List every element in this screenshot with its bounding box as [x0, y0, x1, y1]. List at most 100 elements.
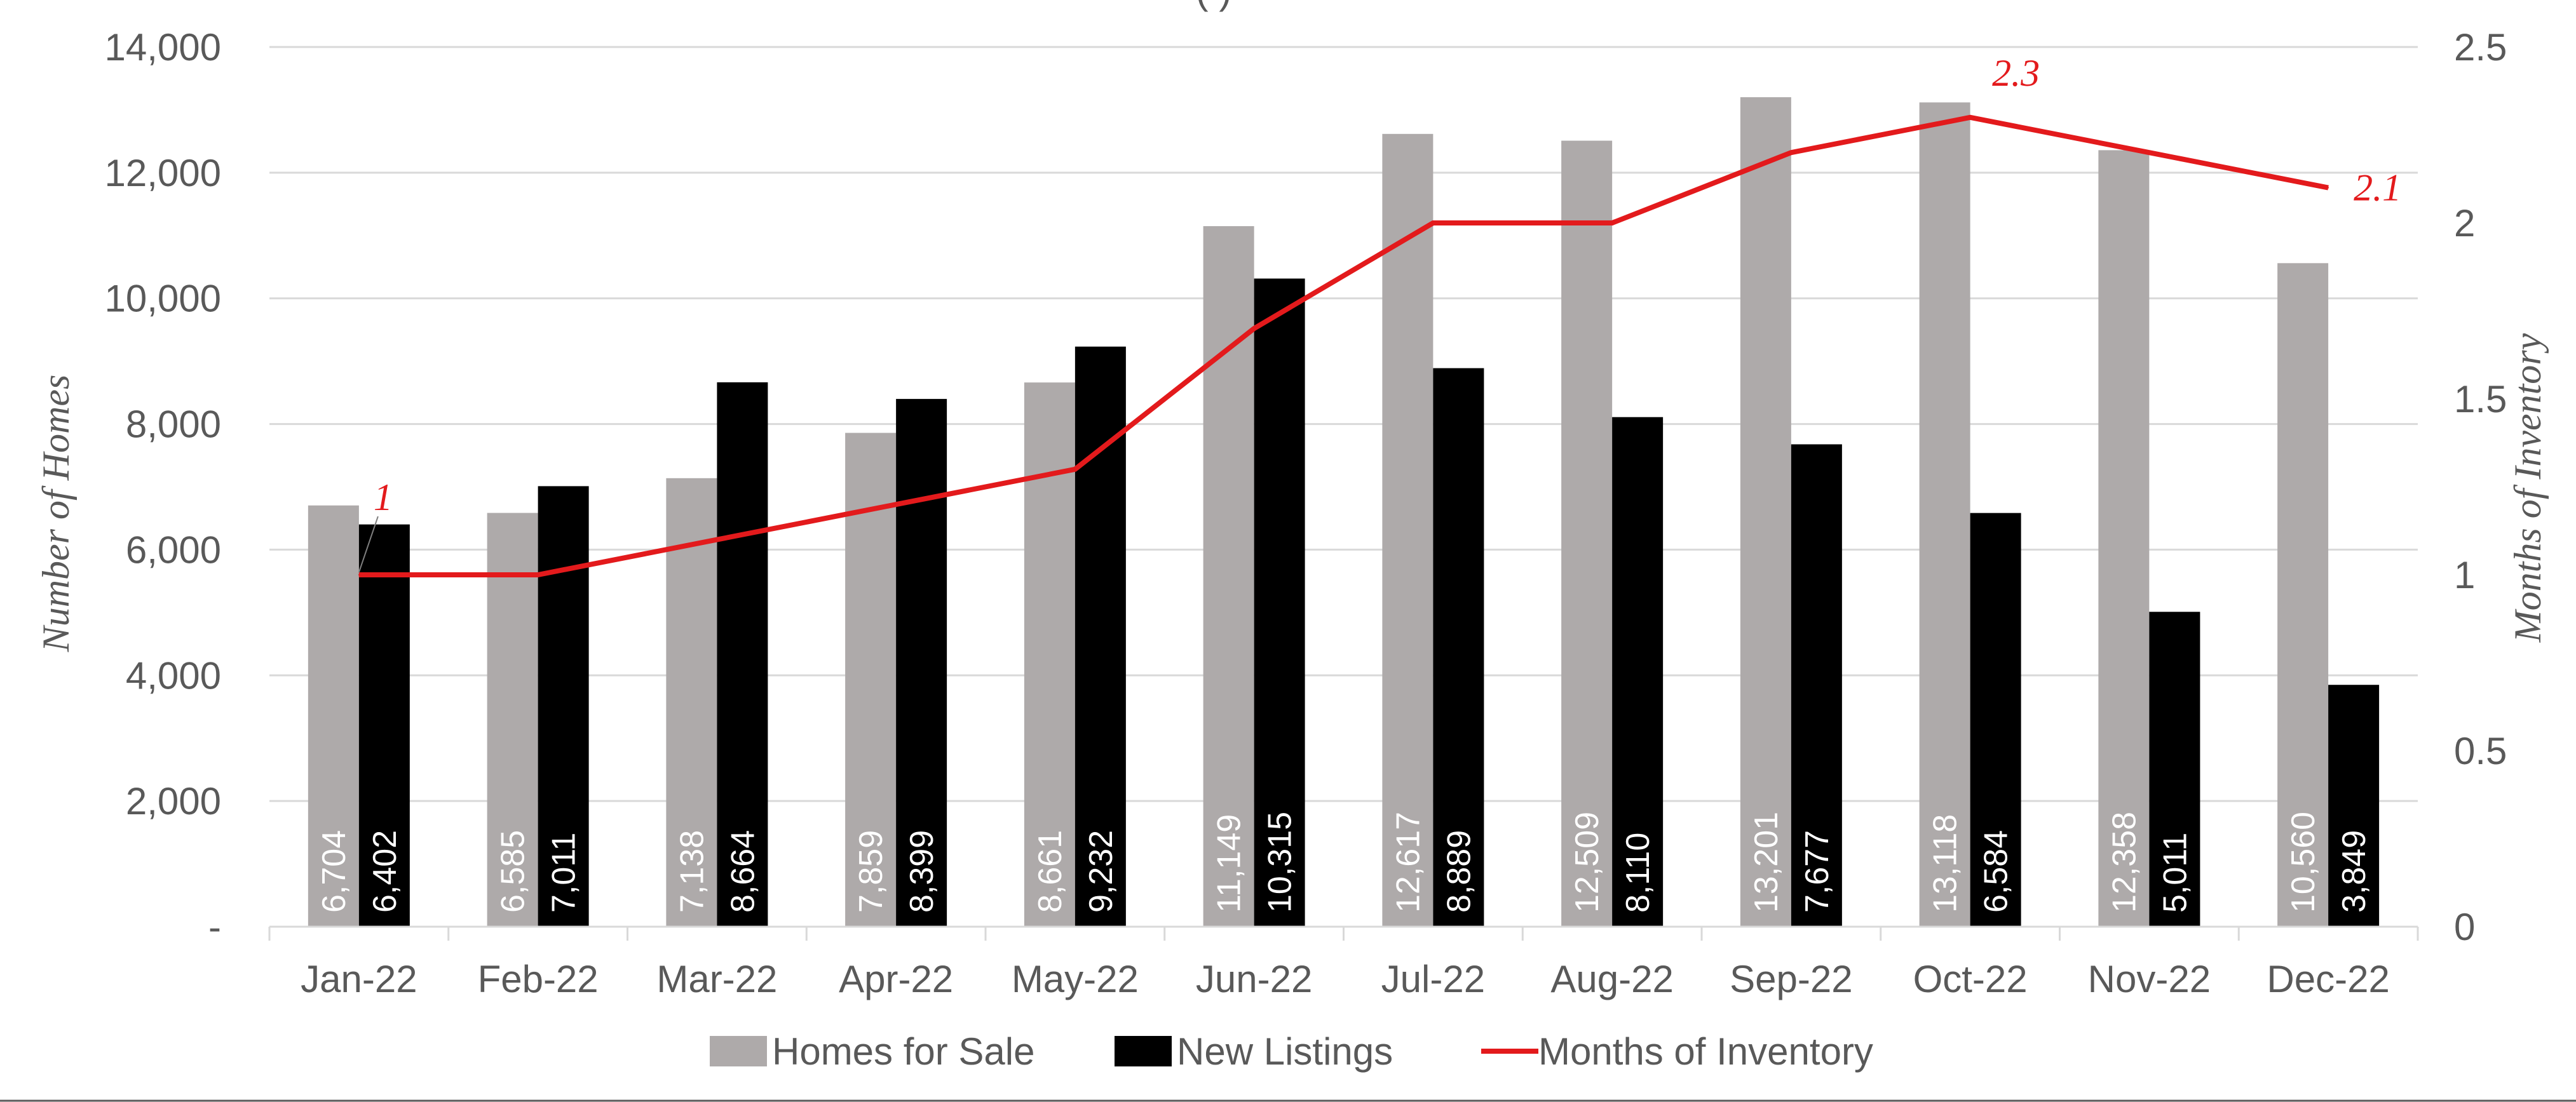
bar-new-listings [1791, 444, 1842, 927]
x-tick-label: Feb-22 [478, 958, 599, 1000]
line-months-of-inventory [358, 114, 2329, 577]
bar-label-new-listings: 5,011 [2157, 833, 2193, 913]
bar-label-new-listings: 8,889 [1441, 830, 1477, 913]
bar-label-new-listings: 3,849 [2336, 830, 2373, 913]
bar-homes-for-sale [308, 505, 359, 927]
y-right-tick-label: 0.5 [2454, 730, 2507, 772]
legend-label-new-listings: New Listings [1177, 1030, 1393, 1073]
bar-new-listings [538, 486, 589, 927]
x-tick-label: Apr-22 [839, 958, 953, 1000]
bar-label-new-listings: 7,677 [1799, 830, 1836, 913]
chart-title-partial: ( ) [1196, 0, 1232, 12]
bar-label-homes-for-sale: 8,661 [1032, 830, 1069, 913]
bar-new-listings [2328, 685, 2380, 927]
line-point [1969, 116, 1971, 118]
bar-homes-for-sale [1919, 102, 1970, 927]
legend-label-months-of-inventory: Months of Inventory [1538, 1030, 1873, 1073]
line-point [2328, 187, 2329, 189]
bar-new-listings [1970, 513, 2021, 927]
line-point [2148, 152, 2150, 154]
y-right-tick-label: 2 [2454, 202, 2475, 245]
y-left-tick-label: 8,000 [126, 403, 221, 446]
x-tick-label: Aug-22 [1550, 958, 1673, 1000]
bar-label-homes-for-sale: 13,118 [1927, 814, 1964, 913]
gridlines [269, 46, 2418, 802]
series-new-listings [358, 278, 2380, 927]
bar-new-listings [896, 399, 947, 927]
bar-homes-for-sale [1203, 226, 1254, 927]
line-point [895, 504, 897, 506]
bar-homes-for-sale [666, 478, 717, 927]
bar-label-homes-for-sale: 12,358 [2106, 812, 2143, 913]
bar-label-homes-for-sale: 6,704 [316, 830, 353, 913]
bar-label-homes-for-sale: 10,560 [2285, 812, 2322, 913]
axes: - 2,000 4,000 6,000 8,000 10,000 12,000 14,000 0… [104, 26, 2507, 1000]
x-tick-label: Oct-22 [1913, 958, 2028, 1000]
bar-data-labels: 6,704 6,402 6,585 7,011 7,138 8,664 7,859 8,399… [316, 812, 2373, 913]
y-axis-left-title: Number of Homes [35, 375, 77, 653]
data-label-leader [358, 516, 379, 573]
bar-homes-for-sale [1740, 97, 1791, 927]
y-left-tick-label: 12,000 [104, 152, 221, 194]
bar-label-homes-for-sale: 12,617 [1390, 812, 1427, 913]
bar-new-listings [1254, 278, 1305, 927]
x-tick-label: Sep-22 [1730, 958, 1852, 1000]
x-tick-label: Jan-22 [301, 958, 417, 1000]
line-point [716, 539, 718, 541]
bar-label-homes-for-sale: 12,509 [1569, 812, 1606, 913]
y-left-tick-label: - [208, 906, 221, 948]
line-data-label: 2.1 [2354, 167, 2401, 209]
bar-label-new-listings: 6,584 [1978, 830, 2015, 913]
line-point [1432, 222, 1434, 224]
bar-new-listings [358, 524, 410, 927]
bar-label-new-listings: 8,110 [1620, 833, 1657, 913]
line-point [1790, 152, 1792, 154]
legend-swatch-homes-for-sale [710, 1036, 767, 1066]
bar-label-new-listings: 6,402 [367, 830, 403, 913]
y-right-tick-label: 1 [2454, 554, 2475, 596]
bar-new-listings [2149, 612, 2200, 927]
bar-new-listings [717, 382, 768, 927]
line-point [1074, 468, 1076, 470]
x-tick-label: Dec-22 [2267, 958, 2389, 1000]
bar-homes-for-sale [1561, 140, 1613, 927]
bar-label-homes-for-sale: 7,138 [674, 830, 710, 913]
bar-label-homes-for-sale: 6,585 [495, 830, 532, 913]
bar-new-listings [1074, 346, 1126, 927]
bar-label-homes-for-sale: 7,859 [853, 830, 890, 913]
y-left-tick-label: 14,000 [104, 26, 221, 69]
bar-label-new-listings: 7,011 [546, 833, 583, 913]
y-right-tick-label: 1.5 [2454, 378, 2507, 420]
line-data-label: 2.3 [1992, 52, 2040, 94]
bar-new-listings [1433, 368, 1484, 927]
series-homes-for-sale [308, 97, 2329, 927]
bar-label-new-listings: 8,399 [904, 830, 940, 913]
bar-homes-for-sale [487, 513, 538, 927]
x-tick-label: Nov-22 [2088, 958, 2211, 1000]
x-tick-label: Mar-22 [656, 958, 777, 1000]
bar-homes-for-sale [2098, 150, 2150, 927]
series-months-of-inventory: 1 2.3 2.1 [358, 52, 2401, 577]
bar-label-new-listings: 10,315 [1262, 812, 1299, 913]
x-tick-label: Jun-22 [1196, 958, 1312, 1000]
x-tick-label: Jul-22 [1381, 958, 1485, 1000]
bar-label-new-listings: 8,664 [724, 830, 761, 913]
bar-new-listings [1612, 417, 1664, 927]
bar-homes-for-sale [2277, 263, 2329, 927]
x-tick-label: May-22 [1012, 958, 1139, 1000]
bar-label-homes-for-sale: 11,149 [1211, 814, 1248, 913]
y-right-tick-label: 0 [2454, 906, 2475, 948]
line-data-label: 1 [374, 476, 393, 518]
bar-label-homes-for-sale: 13,201 [1748, 812, 1785, 913]
bar-homes-for-sale [1382, 133, 1434, 927]
line-point [358, 574, 360, 575]
y-left-tick-label: 6,000 [126, 528, 221, 571]
bar-label-new-listings: 9,232 [1083, 830, 1120, 913]
legend: Homes for Sale New Listings Months of Inve… [0, 1030, 2576, 1102]
line-point [1611, 222, 1613, 224]
line-point [1253, 328, 1255, 330]
line-point [537, 574, 539, 575]
y-left-tick-label: 2,000 [126, 780, 221, 823]
y-right-tick-label: 2.5 [2454, 26, 2507, 69]
